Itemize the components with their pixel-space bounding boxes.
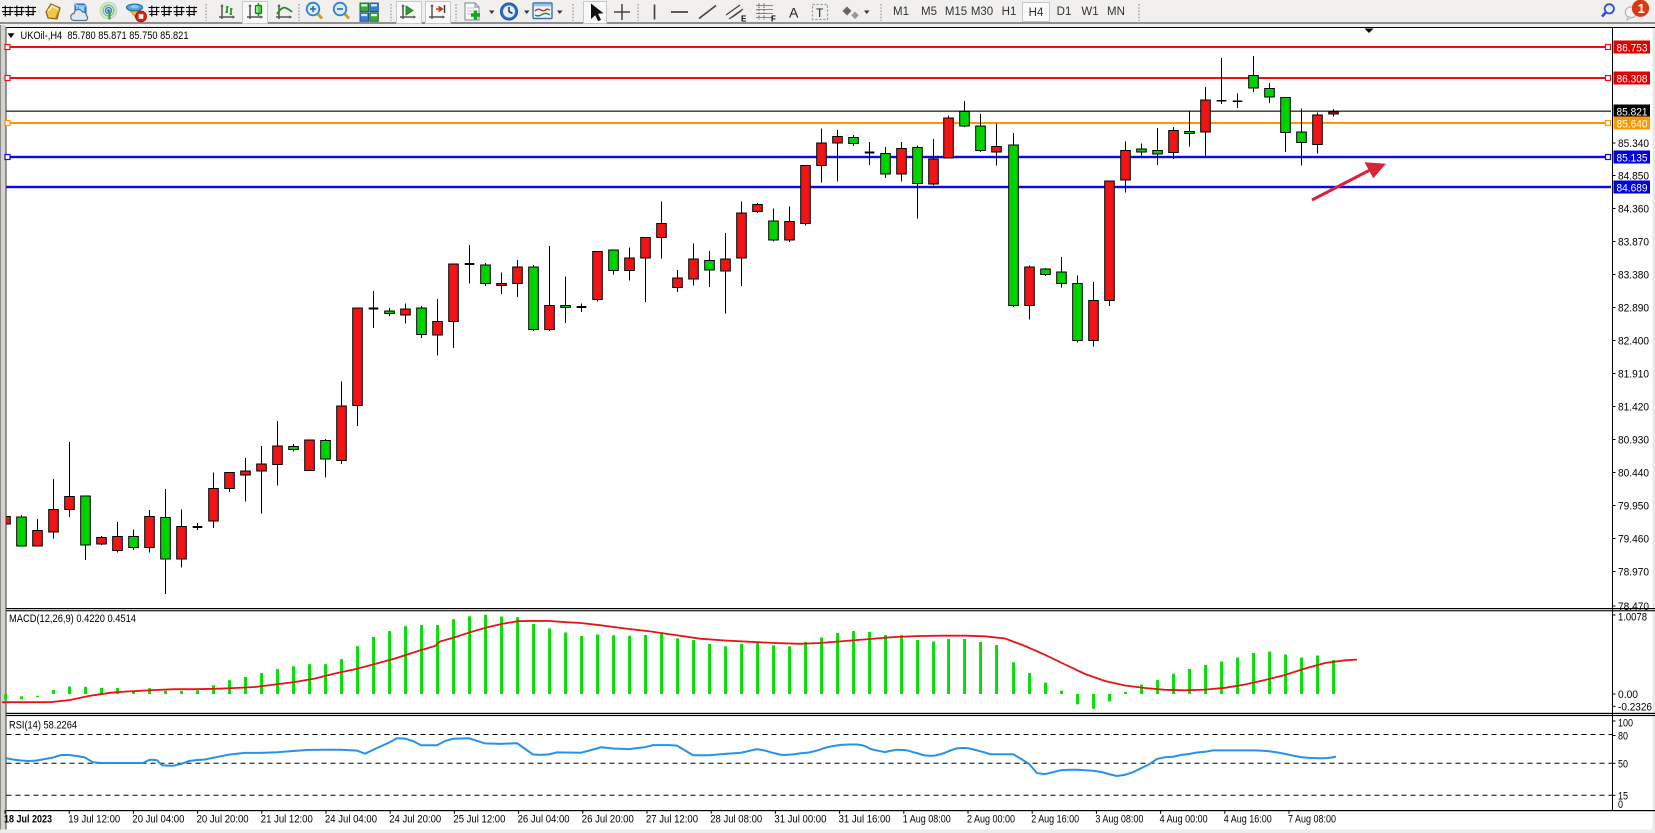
svg-text:25 Jul 12:00: 25 Jul 12:00: [453, 814, 505, 826]
svg-text:78.470: 78.470: [1618, 601, 1649, 613]
svg-text:85.340: 85.340: [1618, 138, 1649, 150]
svg-text:E: E: [741, 15, 747, 24]
svg-text:80: 80: [1618, 731, 1628, 743]
svg-text:T: T: [816, 6, 824, 20]
svg-text:15: 15: [1618, 790, 1628, 802]
svg-text:-0.2326: -0.2326: [1618, 701, 1652, 713]
svg-text:85.135: 85.135: [1617, 153, 1648, 165]
svg-text:1: 1: [1638, 1, 1645, 16]
svg-text:18 Jul 2023: 18 Jul 2023: [4, 814, 52, 826]
svg-text:20 Jul 04:00: 20 Jul 04:00: [132, 814, 184, 826]
svg-text:F: F: [771, 15, 776, 24]
svg-text:24 Jul 20:00: 24 Jul 20:00: [389, 814, 441, 826]
svg-text:RSI(14) 58.2264: RSI(14) 58.2264: [9, 719, 77, 731]
svg-text:UKOil-,H4 85.780 85.871 85.75: UKOil-,H4 85.780 85.871 85.750 85.821: [21, 30, 189, 42]
svg-text:80.930: 80.930: [1618, 435, 1649, 447]
svg-text:26 Jul 04:00: 26 Jul 04:00: [518, 814, 570, 826]
svg-text:79.460: 79.460: [1618, 534, 1649, 546]
svg-text:28 Jul 08:00: 28 Jul 08:00: [710, 814, 762, 826]
svg-text:86.753: 86.753: [1617, 43, 1648, 55]
svg-text:4 Aug 16:00: 4 Aug 16:00: [1224, 814, 1272, 826]
svg-text:0: 0: [1618, 799, 1623, 811]
svg-text:1 Aug 08:00: 1 Aug 08:00: [903, 814, 951, 826]
svg-text:86.308: 86.308: [1617, 74, 1648, 86]
svg-text:7 Aug 08:00: 7 Aug 08:00: [1288, 814, 1336, 826]
svg-text:21 Jul 12:00: 21 Jul 12:00: [261, 814, 313, 826]
svg-text:84.360: 84.360: [1618, 204, 1649, 216]
svg-text:31 Jul 00:00: 31 Jul 00:00: [774, 814, 826, 826]
svg-text:81.420: 81.420: [1618, 402, 1649, 414]
svg-text:100: 100: [1618, 718, 1633, 730]
svg-text:4 Aug 00:00: 4 Aug 00:00: [1160, 814, 1208, 826]
svg-text:A: A: [789, 5, 799, 21]
svg-text:31 Jul 16:00: 31 Jul 16:00: [839, 814, 891, 826]
svg-text:84.689: 84.689: [1617, 183, 1648, 195]
svg-text:80.440: 80.440: [1618, 468, 1649, 480]
svg-text:19 Jul 12:00: 19 Jul 12:00: [68, 814, 120, 826]
svg-text:0.00: 0.00: [1618, 689, 1638, 701]
svg-text:20 Jul 20:00: 20 Jul 20:00: [197, 814, 249, 826]
svg-text:MACD(12,26,9) 0.4220 0.4514: MACD(12,26,9) 0.4220 0.4514: [9, 613, 136, 625]
svg-text:2 Aug 16:00: 2 Aug 16:00: [1031, 814, 1079, 826]
svg-text:82.890: 82.890: [1618, 303, 1649, 315]
svg-text:78.970: 78.970: [1618, 567, 1649, 579]
svg-text:81.910: 81.910: [1618, 369, 1649, 381]
svg-text:84.850: 84.850: [1618, 171, 1649, 183]
svg-text:1.0078: 1.0078: [1618, 612, 1647, 624]
svg-text:82.400: 82.400: [1618, 336, 1649, 348]
svg-text:26 Jul 20:00: 26 Jul 20:00: [582, 814, 634, 826]
svg-text:2 Aug 00:00: 2 Aug 00:00: [967, 814, 1015, 826]
svg-text:27 Jul 12:00: 27 Jul 12:00: [646, 814, 698, 826]
svg-text:24 Jul 04:00: 24 Jul 04:00: [325, 814, 377, 826]
svg-text:79.950: 79.950: [1618, 501, 1649, 513]
svg-text:83.870: 83.870: [1618, 237, 1649, 249]
svg-text:85.640: 85.640: [1617, 119, 1648, 131]
svg-text:50: 50: [1618, 758, 1628, 770]
svg-text:83.380: 83.380: [1618, 270, 1649, 282]
svg-text:3 Aug 08:00: 3 Aug 08:00: [1095, 814, 1143, 826]
svg-text:85.821: 85.821: [1617, 107, 1648, 119]
